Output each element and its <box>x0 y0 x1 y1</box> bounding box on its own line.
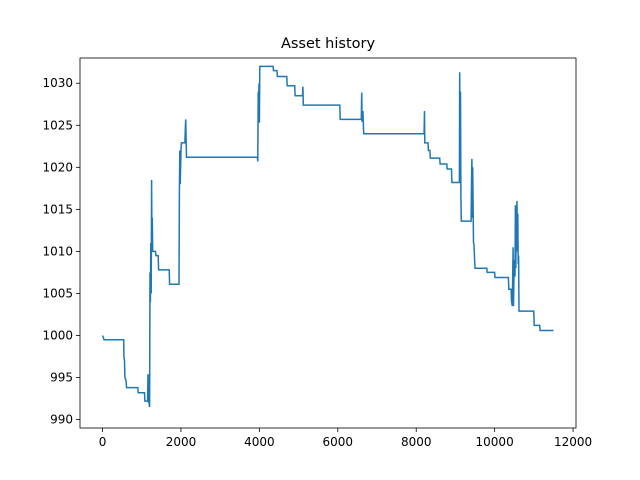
x-tick-label: 8000 <box>401 435 432 449</box>
x-tick-label: 6000 <box>323 435 354 449</box>
y-tick-label: 990 <box>50 413 73 427</box>
y-tick-label: 1005 <box>42 286 73 300</box>
y-tick-label: 1015 <box>42 202 73 216</box>
x-tick-label: 2000 <box>166 435 197 449</box>
x-axis: 0 2000 4000 6000 8000 10000 12000 <box>99 428 592 449</box>
series-line <box>101 65 554 408</box>
x-tick-label: 10000 <box>476 435 514 449</box>
y-tick-label: 1030 <box>42 76 73 90</box>
y-tick-label: 1000 <box>42 329 73 343</box>
y-tick-label: 1020 <box>42 160 73 174</box>
y-axis: 990 995 1000 1005 1010 1015 1020 1025 1030 <box>42 76 80 427</box>
y-tick-label: 995 <box>50 371 73 385</box>
chart-title: Asset history <box>281 36 376 52</box>
plot-frame <box>79 57 577 429</box>
x-tick-label: 12000 <box>554 435 592 449</box>
y-tick-label: 1025 <box>42 118 73 132</box>
x-tick-label: 0 <box>99 435 107 449</box>
x-tick-label: 4000 <box>244 435 275 449</box>
y-tick-label: 1010 <box>42 244 73 258</box>
